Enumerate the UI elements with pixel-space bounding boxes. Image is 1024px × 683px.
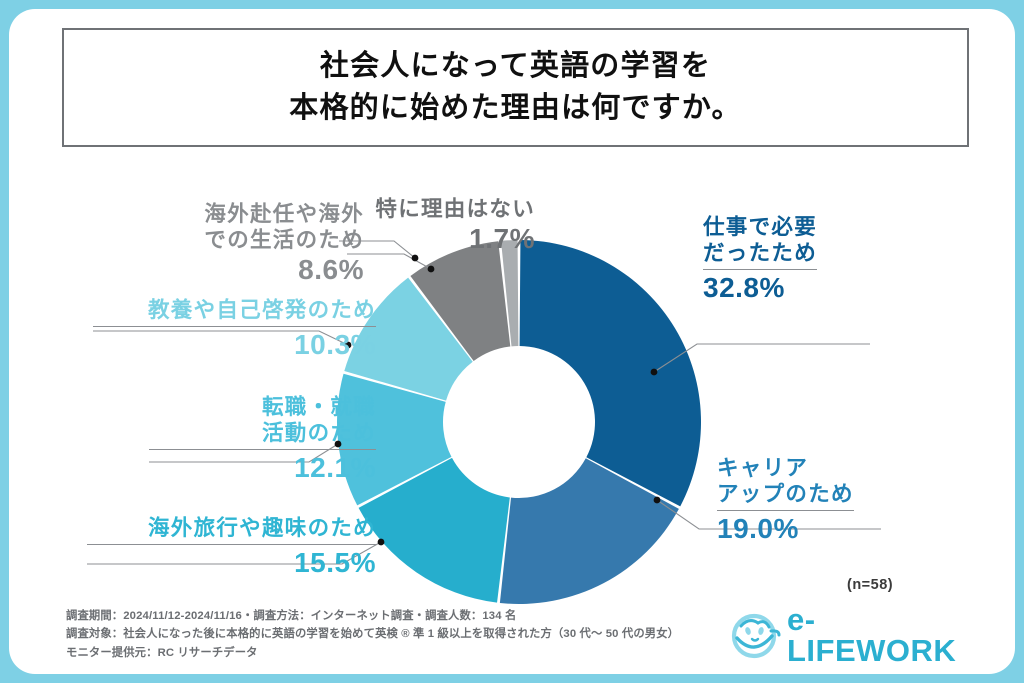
donut-slice <box>337 373 452 506</box>
slice-value-none: 1.7% <box>469 223 535 255</box>
slice-label-job-rule <box>149 449 376 451</box>
slice-label-travel: 海外旅行や趣味のため 15.5% <box>87 515 376 580</box>
slice-label-work-line1: 仕事で必要 <box>703 215 818 239</box>
donut-slice <box>501 240 519 347</box>
donut-slice <box>358 457 510 603</box>
donut-slice <box>410 241 511 362</box>
sample-size-label: (n=58) <box>847 577 894 593</box>
slice-label-career-rule <box>717 510 854 512</box>
chart-area: 仕事で必要 だったため 32.8% キャリア アップのため 19.0% 海外旅行… <box>9 159 1015 604</box>
donut-chart-svg <box>337 240 701 604</box>
footnote-line-2: 調査対象：社会人になった後に本格的に英語の学習を始めて英検 ® 準 1 級以上を… <box>66 628 680 641</box>
slice-value-work: 32.8% <box>703 272 785 304</box>
page-title-line-1: 社会人になって英語の学習を <box>319 50 712 83</box>
logo-wordmark: e-LIFEWORK <box>787 602 957 668</box>
slice-value-travel: 15.5% <box>294 547 376 579</box>
slice-label-none: 特に理由はない 1.7% <box>364 196 535 256</box>
slice-label-career-line1: キャリア <box>717 456 809 480</box>
page-title-line-2: 本格的に始めた理由は何ですか。 <box>289 91 742 124</box>
page-title: 社会人になって英語の学習を 本格的に始めた理由は何ですか。 <box>62 28 969 147</box>
slice-label-work: 仕事で必要 だったため 32.8% <box>703 214 818 306</box>
slice-label-career: キャリア アップのため 19.0% <box>717 455 854 547</box>
footnote-line-1: 調査期間：2024/11/12-2024/11/16・調査方法：インターネット調… <box>66 610 517 622</box>
slice-value-self: 10.3% <box>294 329 376 361</box>
slice-value-career: 19.0% <box>717 513 799 545</box>
slice-label-job-line2: 活動のため <box>261 421 376 446</box>
donut-slice <box>519 240 701 507</box>
slice-label-self-line1: 教養や自己啓発のため <box>147 298 376 322</box>
brand-logo: e-LIFEWORK <box>727 602 972 668</box>
slice-label-self: 教養や自己啓発のため 10.3% <box>93 297 376 362</box>
infographic-card: 社会人になって英語の学習を 本格的に始めた理由は何ですか。 <box>9 9 1015 674</box>
slice-label-overseas-line2: での生活のため <box>204 228 364 253</box>
donut-slice <box>499 458 679 604</box>
slice-label-travel-line1: 海外旅行や趣味のため <box>147 516 376 540</box>
donut-chart <box>336 239 702 605</box>
slice-label-overseas-line1: 海外赴任や海外 <box>204 202 364 226</box>
slice-label-travel-rule <box>87 544 376 546</box>
footnote-line-3: モニター提供元：RC リサーチデータ <box>66 646 258 659</box>
leader-lines <box>87 240 881 565</box>
slice-label-work-line2: だったため <box>703 241 818 266</box>
slice-label-overseas: 海外赴任や海外 での生活のため 8.6% <box>173 201 364 288</box>
donut-slice <box>344 277 473 401</box>
slice-label-career-line2: アップのため <box>717 482 854 507</box>
slice-label-work-rule <box>703 269 818 271</box>
survey-footnote: 調査期間：2024/11/12-2024/11/16・調査方法：インターネット調… <box>66 607 726 662</box>
slice-label-self-rule <box>93 326 376 328</box>
slice-label-job-line1: 転職・就職 <box>261 395 376 419</box>
cat-face-logo-icon <box>731 613 781 659</box>
slice-label-none-line1: 特に理由はない <box>375 197 535 221</box>
slice-label-job: 転職・就職 活動のため 12.1% <box>149 394 376 486</box>
donut-slice-group <box>337 240 701 604</box>
slice-value-job: 12.1% <box>294 452 376 484</box>
slice-value-overseas: 8.6% <box>298 254 364 286</box>
